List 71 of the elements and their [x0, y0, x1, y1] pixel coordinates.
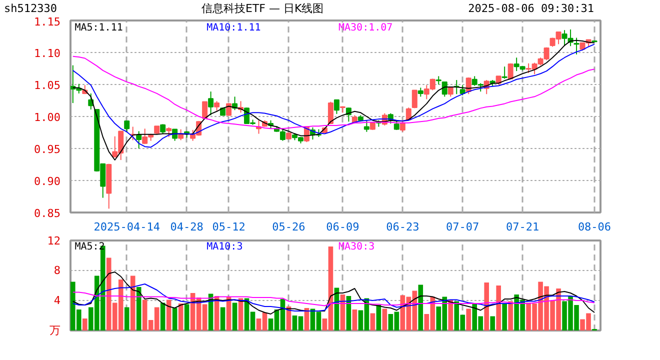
- x-tick-label: 07-21: [506, 220, 540, 234]
- bar: [382, 308, 388, 330]
- x-tick-label: 2025-04-14: [94, 220, 160, 234]
- y-tick-label: 8: [54, 264, 60, 277]
- candlestick: [394, 120, 400, 130]
- bar: [220, 307, 226, 330]
- y-tick-label: 1.15: [34, 16, 61, 28]
- candlestick: [412, 90, 418, 109]
- x-tick-label: 04-28: [170, 220, 204, 234]
- bar: [178, 304, 184, 330]
- bar: [184, 304, 190, 330]
- bar: [496, 286, 501, 330]
- candlestick: [334, 99, 340, 114]
- text: MA10:3: [206, 241, 243, 252]
- candlestick: [502, 66, 508, 80]
- bar: [160, 302, 166, 330]
- y-tick-label: 1.10: [34, 47, 61, 60]
- text: MA5:1.11: [74, 22, 123, 34]
- candlestick: [136, 130, 142, 149]
- text: MA5:2: [74, 241, 105, 252]
- x-tick-label: 07-07: [446, 220, 480, 234]
- y-tick-label: 4: [54, 294, 61, 307]
- candlestick: [166, 126, 172, 138]
- bar: [124, 307, 130, 330]
- y-tick-label: 万: [50, 324, 60, 337]
- y-tick-label: 1.00: [34, 111, 61, 124]
- bar: [508, 301, 513, 330]
- candlestick: [160, 124, 166, 134]
- candlestick: [226, 102, 232, 116]
- bar: [172, 308, 178, 330]
- bar: [484, 282, 489, 330]
- candlestick: [202, 101, 208, 120]
- bar: [418, 284, 424, 330]
- candlestick: [280, 128, 286, 142]
- line-series: [72, 272, 596, 314]
- chart-title: 信息科技ETF — 日K线图: [201, 1, 324, 17]
- text: MA30:1.07: [338, 22, 393, 34]
- y-tick-label: 12: [47, 234, 61, 248]
- y-tick-label: 1.05: [34, 79, 61, 92]
- bar: [130, 276, 136, 330]
- bar: [466, 308, 471, 330]
- candlestick: [208, 91, 214, 116]
- candlestick: [508, 62, 514, 80]
- x-tick-label: 08-06: [578, 220, 612, 234]
- text: 2025-08-06 09:30:31: [468, 1, 594, 17]
- candlestick: [442, 81, 448, 98]
- candlestick: [124, 120, 130, 132]
- candlestick: [214, 100, 220, 112]
- line-series: [72, 292, 596, 306]
- bar: [490, 316, 495, 330]
- x-tick-label: 05-12: [212, 220, 246, 234]
- candlestick: [460, 84, 466, 96]
- text: MA10:1.11: [206, 22, 261, 34]
- candlestick: [364, 120, 370, 132]
- y-tick-label: 0.85: [34, 207, 61, 220]
- bar: [82, 318, 88, 330]
- line-series: [72, 284, 596, 312]
- text: MA30:3: [338, 241, 375, 252]
- bar: [352, 310, 358, 330]
- text: sh512330: [4, 1, 57, 17]
- x-tick-label: 06-09: [326, 220, 360, 234]
- bar: [370, 313, 376, 330]
- candlestick: [574, 37, 580, 55]
- x-tick-label: 05-26: [272, 220, 306, 234]
- x-tick-label: 06-23: [386, 220, 420, 234]
- bar: [502, 304, 507, 330]
- y-tick-label: 0.90: [34, 175, 61, 188]
- bar: [166, 300, 172, 330]
- bar: [232, 302, 238, 330]
- bar: [376, 305, 382, 330]
- y-tick-label: 0.95: [34, 143, 61, 156]
